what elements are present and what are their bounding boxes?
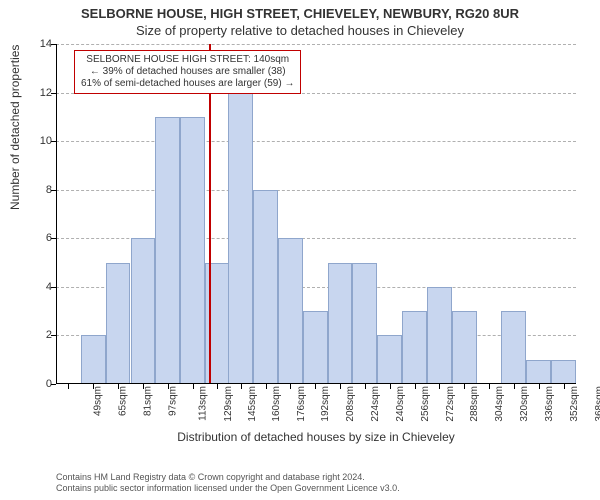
- x-tick-mark: [390, 384, 391, 389]
- histogram-bar: [377, 335, 402, 384]
- x-tick-mark: [564, 384, 565, 389]
- histogram-bar: [501, 311, 526, 384]
- x-axis-line: [56, 383, 576, 384]
- x-tick-label: 352sqm: [569, 386, 580, 422]
- x-tick-label: 320sqm: [519, 386, 530, 422]
- x-tick-mark: [143, 384, 144, 389]
- x-tick-mark: [340, 384, 341, 389]
- x-tick-label: 176sqm: [296, 386, 307, 422]
- legend-line-larger: 61% of semi-detached houses are larger (…: [81, 78, 294, 90]
- legend-box: SELBORNE HOUSE HIGH STREET: 140sqm ← 39%…: [74, 50, 301, 94]
- x-tick-mark: [315, 384, 316, 389]
- histogram-bar: [278, 238, 303, 384]
- x-tick-mark: [489, 384, 490, 389]
- legend-line-size: SELBORNE HOUSE HIGH STREET: 140sqm: [81, 54, 294, 66]
- x-tick-mark: [217, 384, 218, 389]
- histogram-bar: [106, 263, 131, 384]
- x-tick-label: 256sqm: [420, 386, 431, 422]
- y-axis-label: Number of detached properties: [8, 45, 22, 210]
- x-axis-label: Distribution of detached houses by size …: [56, 430, 576, 444]
- histogram-bar: [303, 311, 328, 384]
- x-tick-mark: [193, 384, 194, 389]
- x-tick-mark: [118, 384, 119, 389]
- histogram-bar: [551, 360, 576, 384]
- x-tick-mark: [464, 384, 465, 389]
- footer-line1: Contains HM Land Registry data © Crown c…: [56, 472, 576, 483]
- x-tick-mark: [439, 384, 440, 389]
- x-tick-mark: [241, 384, 242, 389]
- histogram-bar: [131, 238, 156, 384]
- histogram-bar: [228, 93, 253, 384]
- histogram-bar: [328, 263, 353, 384]
- grid-line: [56, 141, 576, 143]
- x-tick-mark: [539, 384, 540, 389]
- histogram-bar: [526, 360, 551, 384]
- x-tick-mark: [514, 384, 515, 389]
- x-tick-label: 129sqm: [223, 386, 234, 422]
- histogram-bar: [427, 287, 452, 384]
- histogram-bar: [352, 263, 377, 384]
- x-tick-label: 97sqm: [167, 386, 178, 416]
- x-tick-label: 240sqm: [395, 386, 406, 422]
- x-tick-label: 145sqm: [248, 386, 259, 422]
- x-tick-label: 336sqm: [544, 386, 555, 422]
- x-tick-label: 272sqm: [445, 386, 456, 422]
- histogram-bar: [180, 117, 205, 384]
- marker-line: [209, 44, 211, 384]
- x-tick-label: 208sqm: [345, 386, 356, 422]
- x-tick-label: 160sqm: [271, 386, 282, 422]
- y-axis-line: [56, 44, 57, 384]
- x-tick-mark: [415, 384, 416, 389]
- grid-line: [56, 44, 576, 46]
- x-tick-label: 224sqm: [370, 386, 381, 422]
- x-tick-mark: [365, 384, 366, 389]
- legend-line-smaller: ← 39% of detached houses are smaller (38…: [81, 66, 294, 78]
- histogram-bar: [253, 190, 278, 384]
- x-tick-label: 81sqm: [143, 386, 154, 416]
- chart-plot-area: 0246810121449sqm65sqm81sqm97sqm113sqm129…: [56, 44, 576, 384]
- x-tick-mark: [168, 384, 169, 389]
- chart-subtitle: Size of property relative to detached ho…: [0, 21, 600, 38]
- x-tick-label: 49sqm: [93, 386, 104, 416]
- footer-attribution: Contains HM Land Registry data © Crown c…: [56, 472, 576, 494]
- histogram-bar: [452, 311, 477, 384]
- x-tick-mark: [290, 384, 291, 389]
- x-tick-label: 113sqm: [197, 386, 208, 421]
- x-tick-label: 288sqm: [469, 386, 480, 422]
- histogram-bar: [155, 117, 180, 384]
- x-tick-label: 192sqm: [320, 386, 331, 422]
- footer-line2: Contains public sector information licen…: [56, 483, 576, 494]
- histogram-bar: [81, 335, 106, 384]
- histogram-bar: [402, 311, 427, 384]
- x-tick-label: 304sqm: [494, 386, 505, 422]
- x-tick-mark: [93, 384, 94, 389]
- grid-line: [56, 190, 576, 192]
- chart-title-address: SELBORNE HOUSE, HIGH STREET, CHIEVELEY, …: [0, 0, 600, 21]
- x-tick-mark: [68, 384, 69, 389]
- x-tick-label: 65sqm: [118, 386, 129, 416]
- x-tick-label: 368sqm: [594, 386, 600, 422]
- x-tick-mark: [266, 384, 267, 389]
- y-tick-mark: [51, 384, 56, 385]
